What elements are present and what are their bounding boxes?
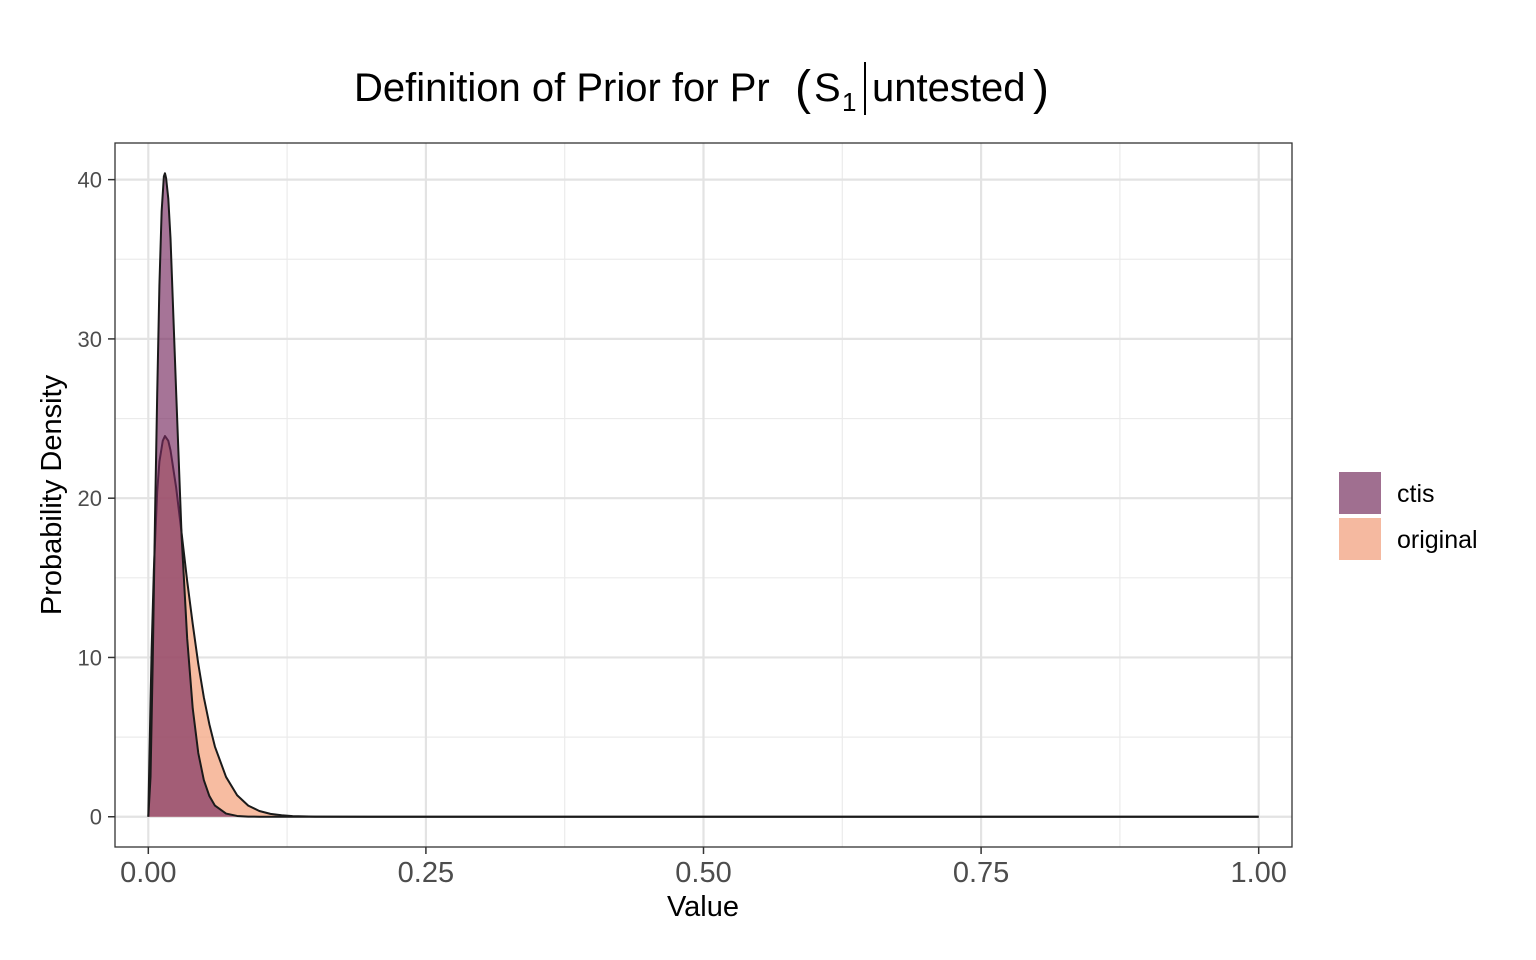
y-tick-label-3: 30	[78, 327, 102, 352]
y-tick-label-2: 20	[78, 486, 102, 511]
chart-title-close-paren: )	[1033, 62, 1049, 115]
x-tick-label-1: 0.25	[398, 857, 454, 889]
legend-label-ctis: ctis	[1397, 480, 1435, 508]
chart-title-open-paren: (	[795, 62, 811, 115]
density-line-ctis	[147, 172, 1259, 818]
chart-title-condition: untested	[872, 66, 1025, 110]
y-tick-label-0: 0	[90, 805, 102, 830]
y-axis-ticks: 0 10 20 30 40	[78, 168, 115, 830]
x-tick-label-0: 0.00	[120, 857, 176, 889]
y-tick-label-1: 10	[78, 645, 102, 670]
series-layer	[147, 172, 1259, 818]
y-axis-title: Probability Density	[36, 374, 68, 615]
legend: ctis original	[1339, 472, 1478, 560]
chart-title-main: Definition of Prior for Pr	[354, 66, 770, 110]
x-tick-label-4: 1.00	[1230, 857, 1286, 889]
legend-swatch-ctis	[1339, 472, 1381, 514]
legend-swatch-original	[1339, 518, 1381, 560]
x-axis-title: Value	[667, 891, 739, 923]
legend-label-original: original	[1397, 526, 1478, 554]
chart-title: Definition of Prior for Pr ( S 1 unteste…	[354, 62, 1049, 117]
y-tick-label-4: 40	[78, 168, 102, 193]
chart-title-subject: S	[814, 66, 841, 110]
x-tick-label-3: 0.75	[953, 857, 1009, 889]
x-tick-label-2: 0.50	[675, 857, 731, 889]
plot-area	[114, 142, 1293, 848]
chart-title-subscript: 1	[842, 87, 856, 117]
x-axis-ticks: 0.00 0.25 0.50 0.75 1.00	[120, 847, 1287, 889]
